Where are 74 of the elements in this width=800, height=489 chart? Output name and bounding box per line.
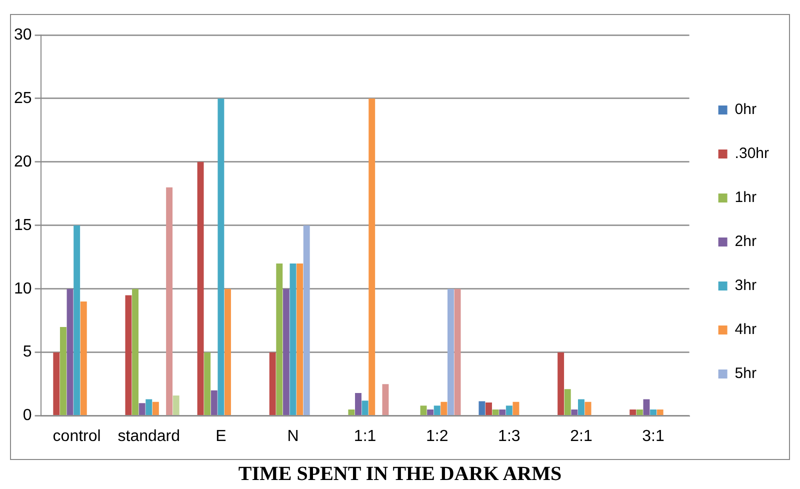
y-tick-label: 20 xyxy=(14,153,32,170)
bar xyxy=(584,402,592,416)
bar xyxy=(197,162,204,416)
legend-label: 4hr xyxy=(734,321,756,338)
x-tick-label: control xyxy=(52,428,101,445)
bar xyxy=(564,389,571,416)
bar xyxy=(499,409,506,416)
text: TIME SPENT IN THE DARK ARMS xyxy=(237,463,563,486)
x-tick-label: 1:2 xyxy=(426,428,448,445)
bar xyxy=(296,263,304,416)
bar xyxy=(420,406,427,416)
bar xyxy=(204,352,211,416)
bar xyxy=(506,406,512,416)
bar xyxy=(368,98,376,416)
y-tick-label: 15 xyxy=(14,216,32,234)
bar xyxy=(454,288,461,416)
legend-label: 3hr xyxy=(734,277,756,294)
bar xyxy=(269,352,276,416)
bar xyxy=(348,409,355,416)
bar xyxy=(125,295,132,416)
bar xyxy=(210,390,218,416)
legend-label: 5hr xyxy=(734,365,756,382)
bar xyxy=(355,392,362,416)
bar xyxy=(60,326,66,416)
bar xyxy=(218,98,224,416)
bar xyxy=(630,409,636,416)
bar xyxy=(571,409,578,416)
bar xyxy=(53,352,60,416)
bar xyxy=(66,288,74,416)
x-tick-label: E xyxy=(216,428,226,445)
bar xyxy=(440,402,448,416)
y-tick-label: 25 xyxy=(14,90,32,107)
x-tick-label: 1:1 xyxy=(354,428,376,445)
bar xyxy=(478,401,486,416)
bar xyxy=(643,399,650,416)
bar xyxy=(132,288,139,416)
bar xyxy=(224,288,231,416)
bar xyxy=(650,409,657,416)
bar xyxy=(290,263,296,416)
legend-label: 1hr xyxy=(734,189,756,206)
x-tick-label: 1:3 xyxy=(498,428,520,445)
x-tick-label: 2:1 xyxy=(570,428,592,445)
y-tick-label: 5 xyxy=(22,344,32,361)
bar xyxy=(362,400,368,416)
y-tick-label: 0 xyxy=(22,407,32,424)
bar xyxy=(172,395,180,416)
bar xyxy=(138,403,146,416)
bar xyxy=(656,409,664,416)
bar xyxy=(434,406,440,416)
legend-label: .30hr xyxy=(734,145,770,162)
bar xyxy=(636,409,643,416)
bar xyxy=(382,384,389,416)
y-tick-label: 30 xyxy=(14,26,32,44)
y-tick-label: 10 xyxy=(14,280,32,298)
bar xyxy=(74,225,80,416)
bar xyxy=(512,402,520,416)
x-tick-label: 3:1 xyxy=(642,428,664,445)
legend-label: 2hr xyxy=(734,233,756,250)
bar xyxy=(276,263,283,416)
bar xyxy=(486,402,492,416)
bar xyxy=(303,225,310,416)
bar xyxy=(80,302,87,416)
legend-label: 0hr xyxy=(734,101,756,118)
bar xyxy=(447,288,454,416)
x-tick-label: N xyxy=(287,428,299,445)
bar xyxy=(578,399,584,416)
bar xyxy=(558,352,564,416)
bar xyxy=(146,399,152,416)
bar xyxy=(152,402,159,416)
x-tick-label: standard xyxy=(118,428,180,445)
bar xyxy=(492,409,499,416)
bar xyxy=(282,288,290,416)
bar xyxy=(166,187,173,416)
bar xyxy=(427,409,434,416)
